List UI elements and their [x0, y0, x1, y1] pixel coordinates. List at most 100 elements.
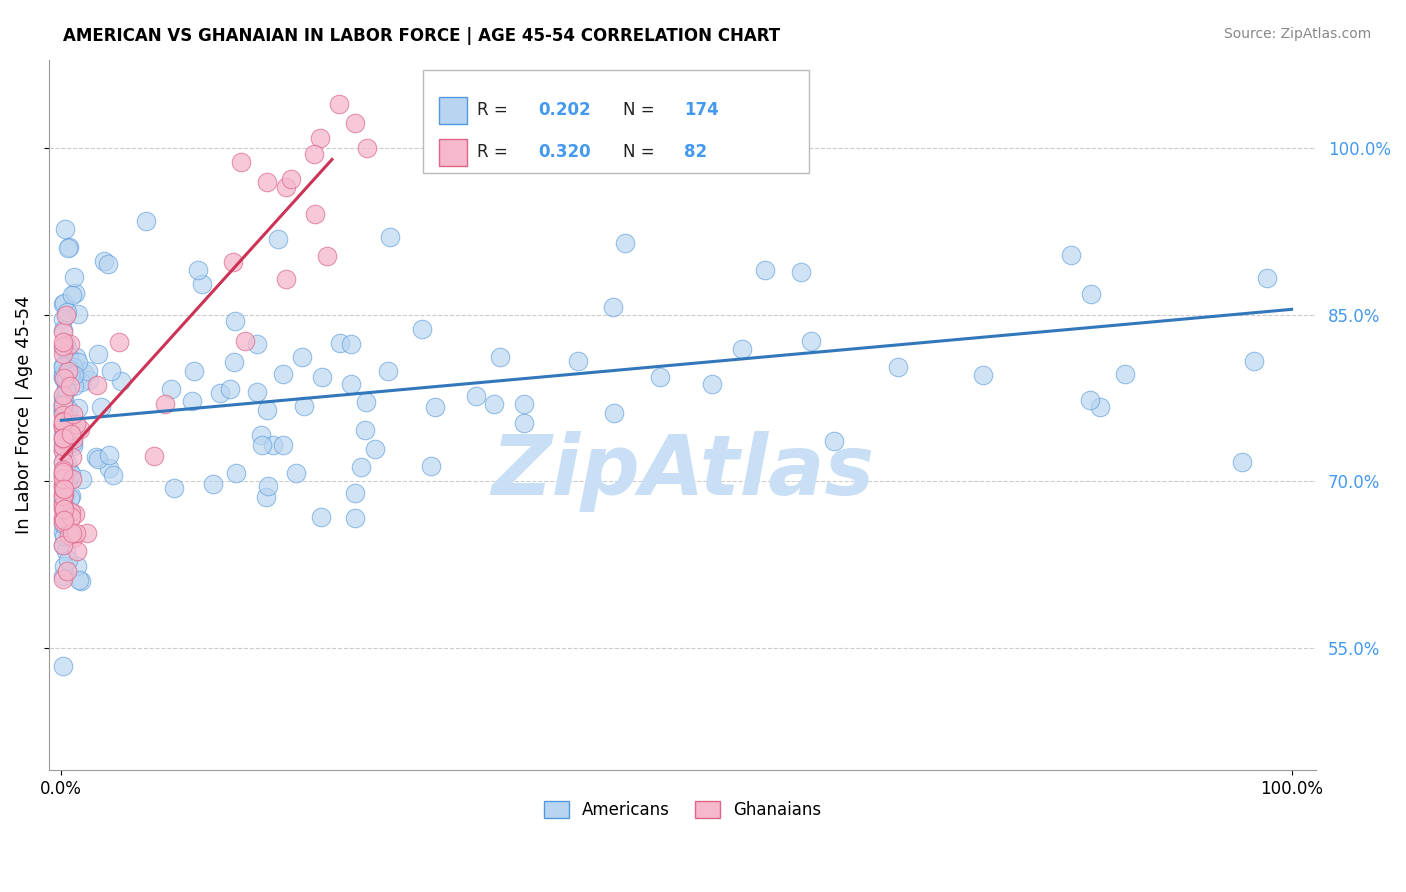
Point: [1256, 271, 1278, 285]
Point: [51, 489, 73, 503]
Point: [58, 363, 80, 377]
Point: [356, 141, 378, 155]
Point: [51, 415, 73, 429]
Point: [316, 249, 339, 263]
Point: [700, 377, 723, 392]
Point: [53, 558, 76, 573]
Point: [51, 470, 73, 484]
Point: [52, 440, 75, 454]
Point: [52, 296, 75, 310]
Point: [56, 456, 79, 470]
Point: [353, 424, 375, 438]
Point: [51, 402, 73, 417]
Point: [51, 455, 73, 469]
Point: [1080, 287, 1102, 301]
Point: [51, 455, 73, 469]
Point: [53, 221, 76, 235]
Point: [60, 467, 83, 481]
Text: N =: N =: [623, 144, 659, 161]
Point: [51, 467, 73, 481]
Point: [51, 467, 73, 481]
Point: [63, 419, 86, 434]
Point: [328, 97, 350, 112]
Point: [65, 544, 87, 558]
Point: [603, 406, 626, 420]
Point: [51, 502, 73, 516]
Point: [53, 371, 76, 385]
Point: [62, 439, 84, 453]
Point: [70, 574, 93, 588]
Point: [53, 393, 76, 408]
Point: [58, 463, 80, 477]
Point: [52, 441, 75, 455]
Text: AMERICAN VS GHANAIAN IN LABOR FORCE | AGE 45-54 CORRELATION CHART: AMERICAN VS GHANAIAN IN LABOR FORCE | AG…: [63, 27, 780, 45]
Point: [153, 397, 176, 411]
Point: [181, 393, 204, 408]
Point: [187, 262, 209, 277]
Point: [84, 450, 107, 464]
Point: [731, 342, 754, 356]
Point: [51, 398, 73, 412]
Point: [285, 467, 308, 481]
Point: [53, 417, 76, 432]
Point: [51, 419, 73, 434]
Point: [52, 515, 75, 529]
Point: [143, 450, 166, 464]
Point: [59, 367, 82, 381]
Point: [76, 364, 98, 378]
Point: [55, 371, 77, 385]
Point: [51, 359, 73, 373]
Point: [56, 553, 79, 567]
Point: [1230, 455, 1253, 469]
Point: [344, 511, 367, 525]
Point: [201, 476, 224, 491]
Point: [51, 311, 73, 326]
Point: [59, 378, 82, 392]
Point: [59, 431, 82, 445]
Point: [51, 390, 73, 404]
Text: 82: 82: [683, 144, 707, 161]
Point: [56, 241, 79, 255]
Point: [51, 510, 73, 524]
Point: [97, 257, 120, 271]
Point: [1114, 367, 1136, 381]
Point: [51, 431, 73, 445]
Point: [52, 428, 75, 442]
Point: [52, 297, 75, 311]
Point: [66, 558, 89, 573]
Y-axis label: In Labor Force | Age 45-54: In Labor Force | Age 45-54: [15, 295, 32, 534]
Point: [465, 389, 488, 403]
Point: [53, 335, 76, 350]
Point: [51, 369, 73, 384]
Point: [887, 359, 910, 374]
Point: [51, 569, 73, 583]
Point: [51, 443, 73, 458]
Text: R =: R =: [477, 144, 513, 161]
Point: [292, 400, 315, 414]
Point: [65, 286, 87, 301]
Point: [55, 383, 77, 397]
Point: [66, 401, 89, 416]
Point: [51, 498, 73, 512]
Point: [233, 334, 256, 349]
Point: [93, 254, 115, 268]
Point: [63, 359, 86, 374]
Point: [246, 337, 269, 351]
Point: [246, 384, 269, 399]
Point: [55, 308, 77, 322]
Point: [53, 487, 76, 501]
Point: [76, 525, 98, 540]
Point: [70, 472, 93, 486]
FancyBboxPatch shape: [423, 70, 810, 173]
Point: [51, 538, 73, 552]
Point: [56, 402, 79, 417]
Legend: Americans, Ghanaians: Americans, Ghanaians: [537, 794, 828, 826]
Point: [363, 442, 385, 456]
Point: [52, 501, 75, 516]
Point: [51, 322, 73, 336]
Point: [51, 325, 73, 339]
Point: [52, 341, 75, 355]
Point: [58, 350, 80, 364]
Point: [67, 355, 90, 369]
Point: [51, 398, 73, 412]
